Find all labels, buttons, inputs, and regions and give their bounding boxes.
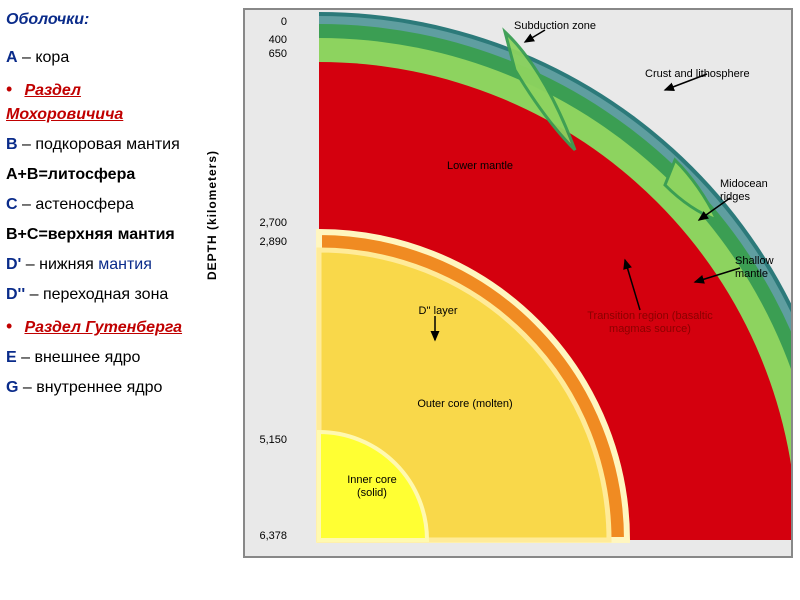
label-d_layer: D'' layer [403, 305, 473, 318]
depth-tick: 650 [247, 48, 287, 60]
label-subduction: Subduction zone [485, 20, 625, 33]
legend-panel: Оболочки: А – кора • Раздел Мохоровичича В… [0, 0, 195, 600]
label-outer_core: Outer core (molten) [415, 398, 515, 411]
label-transition: Transition region (basaltic magmas sourc… [585, 310, 715, 336]
label-inner_core: Inner core (solid) [342, 474, 402, 500]
legend-item: D' – нижняя мантия [6, 253, 189, 277]
diagram-panel: Subduction zone Crust and lithosphere Lowe… [243, 8, 793, 558]
depth-tick: 2,890 [247, 236, 287, 248]
depth-tick: 400 [247, 34, 287, 46]
earth-layers-svg [245, 10, 793, 558]
depth-axis-label: DEPTH (kilometers) [205, 150, 219, 280]
earth-cross-section: DEPTH (kilometers) Subduction zone Crust … [195, 0, 800, 600]
legend-item: В – подкоровая мантия [6, 133, 189, 157]
depth-tick: 2,700 [247, 217, 287, 229]
label-shallow_mantle: Shallow mantle [735, 255, 793, 281]
legend-item: В+С=верхняя мантия [6, 223, 189, 247]
label-crust_litho: Crust and lithosphere [645, 68, 765, 81]
legend-item: • Раздел Мохоровичича [6, 76, 189, 127]
legend-item: А+В=литосфера [6, 163, 189, 187]
label-lower_mantle: Lower mantle [420, 160, 540, 173]
depth-tick: 6,378 [247, 530, 287, 542]
legend-item: G – внутреннее ядро [6, 376, 189, 400]
legend-item: А – кора [6, 46, 189, 70]
label-midocean: Midocean ridges [720, 178, 790, 204]
legend-item: E – внешнее ядро [6, 346, 189, 370]
depth-tick: 0 [247, 16, 287, 28]
legend-title: Оболочки: [6, 8, 189, 32]
legend-item: D'' – переходная зона [6, 283, 189, 307]
legend-item: • Раздел Гутенберга [6, 313, 189, 340]
depth-tick: 5,150 [247, 434, 287, 446]
legend-item: С – астеносфера [6, 193, 189, 217]
